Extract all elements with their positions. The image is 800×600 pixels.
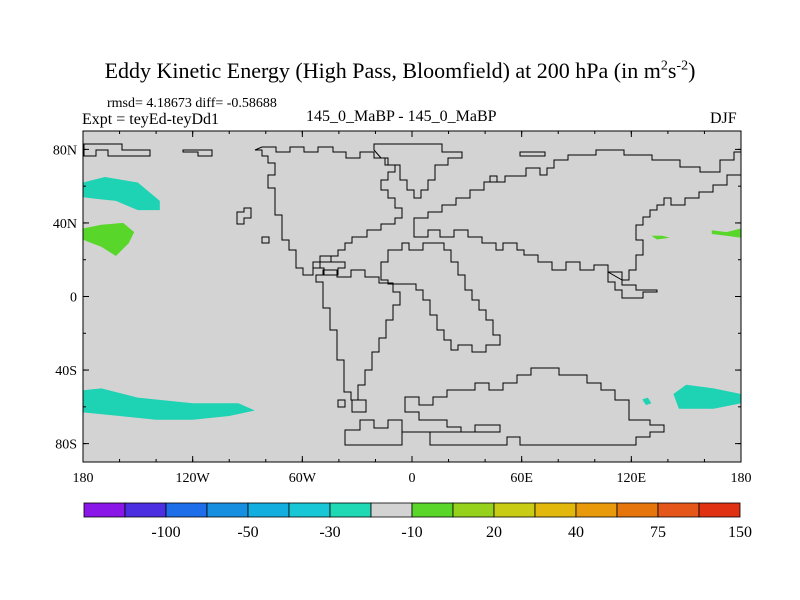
title-end: ) bbox=[688, 58, 696, 83]
x-axis: 180 120W 60W 0 60E 120E 180 bbox=[73, 131, 752, 486]
season-label: DJF bbox=[710, 110, 737, 127]
colorbar-swatch bbox=[83, 502, 126, 518]
colorbar-label: -50 bbox=[237, 524, 258, 541]
anomaly-southern-ocean-teal-small bbox=[642, 397, 652, 405]
y-tick-label: 0 bbox=[70, 291, 77, 306]
colorbar-label: -10 bbox=[401, 524, 422, 541]
coastline-island-2 bbox=[489, 175, 498, 183]
colorbar-swatch bbox=[657, 502, 700, 518]
colorbar-label: -100 bbox=[151, 524, 180, 541]
coastline-island-5 bbox=[351, 399, 367, 413]
coastline-alaska-peninsula bbox=[236, 207, 252, 225]
colorbar-swatch bbox=[288, 502, 331, 518]
stats-label: rmsd= 4.18673 diff= -0.58688 bbox=[107, 96, 277, 111]
coastline-island-4 bbox=[337, 399, 346, 408]
anomaly-subtropical-pacific-green bbox=[83, 222, 135, 256]
title-mid: s bbox=[667, 58, 677, 83]
x-tick-label: 120W bbox=[176, 471, 211, 486]
title-sup-1: 2 bbox=[660, 58, 668, 74]
colorbar-swatch bbox=[165, 502, 208, 518]
colorbar-swatch bbox=[698, 502, 741, 518]
colorbar: -100 -50 -30 -10 20 40 75 150 bbox=[83, 502, 752, 541]
chart-title: Eddy Kinetic Energy (High Pass, Bloomfie… bbox=[0, 58, 800, 84]
y-axis: 80N 40N 0 40S 80S bbox=[53, 143, 741, 453]
colorbar-swatch bbox=[575, 502, 618, 518]
experiment-label: Expt = teyEd-teyDd1 bbox=[82, 111, 219, 128]
anomaly-southern-ocean-teal-west bbox=[83, 388, 255, 420]
anomaly-asia-green-small bbox=[651, 235, 670, 240]
colorbar-label: 40 bbox=[568, 524, 584, 541]
anomaly-north-pacific-teal bbox=[83, 177, 160, 211]
title-main: Eddy Kinetic Energy (High Pass, Bloomfie… bbox=[104, 58, 661, 83]
colorbar-swatch bbox=[247, 502, 290, 518]
x-tick-label: 120E bbox=[617, 471, 647, 486]
colorbar-label: -30 bbox=[319, 524, 340, 541]
coastline-south-america bbox=[315, 269, 401, 401]
anomaly-southern-ocean-teal-east bbox=[673, 384, 741, 409]
colorbar-label: 75 bbox=[650, 524, 666, 541]
x-tick-label: 180 bbox=[73, 471, 94, 486]
coastline-alaska-west bbox=[83, 143, 151, 157]
colorbar-swatch bbox=[411, 502, 454, 518]
center-label: 145_0_MaBP - 145_0_MaBP bbox=[306, 108, 497, 125]
x-tick-label: 0 bbox=[409, 471, 416, 486]
y-tick-label: 80N bbox=[53, 143, 77, 158]
coastline-north-america bbox=[254, 146, 403, 276]
x-tick-label: 180 bbox=[731, 471, 752, 486]
colorbar-swatch bbox=[206, 502, 249, 518]
colorbar-label: 20 bbox=[486, 524, 502, 541]
coastline-central-america bbox=[312, 255, 346, 276]
coastline-indochina bbox=[607, 271, 658, 299]
coastline-greenland bbox=[373, 143, 463, 199]
y-tick-label: 40N bbox=[53, 217, 77, 232]
x-tick-label: 60W bbox=[289, 471, 317, 486]
colorbar-label: 150 bbox=[728, 524, 752, 541]
y-tick-label: 40S bbox=[55, 364, 77, 379]
colorbar-swatch bbox=[452, 502, 495, 518]
colorbar-swatch bbox=[329, 502, 372, 518]
coastlines bbox=[83, 143, 742, 446]
coastline-eurasia bbox=[413, 149, 742, 281]
coastline-africa bbox=[380, 242, 501, 353]
anomaly-regions bbox=[83, 177, 741, 420]
colorbar-swatch bbox=[616, 502, 659, 518]
colorbar-swatch bbox=[534, 502, 577, 518]
colorbar-swatch bbox=[124, 502, 167, 518]
x-tick-label: 60E bbox=[510, 471, 533, 486]
coastline-island-1 bbox=[261, 236, 270, 244]
y-tick-label: 80S bbox=[55, 438, 77, 453]
anomaly-pacific-green-east bbox=[711, 228, 741, 238]
colorbar-swatch bbox=[370, 502, 413, 518]
coastline-canada-arctic bbox=[182, 149, 213, 157]
title-sup-2: -2 bbox=[676, 58, 689, 74]
coastline-island-3 bbox=[519, 151, 546, 157]
colorbar-swatch bbox=[493, 502, 536, 518]
coastline-antarctica bbox=[344, 367, 665, 446]
